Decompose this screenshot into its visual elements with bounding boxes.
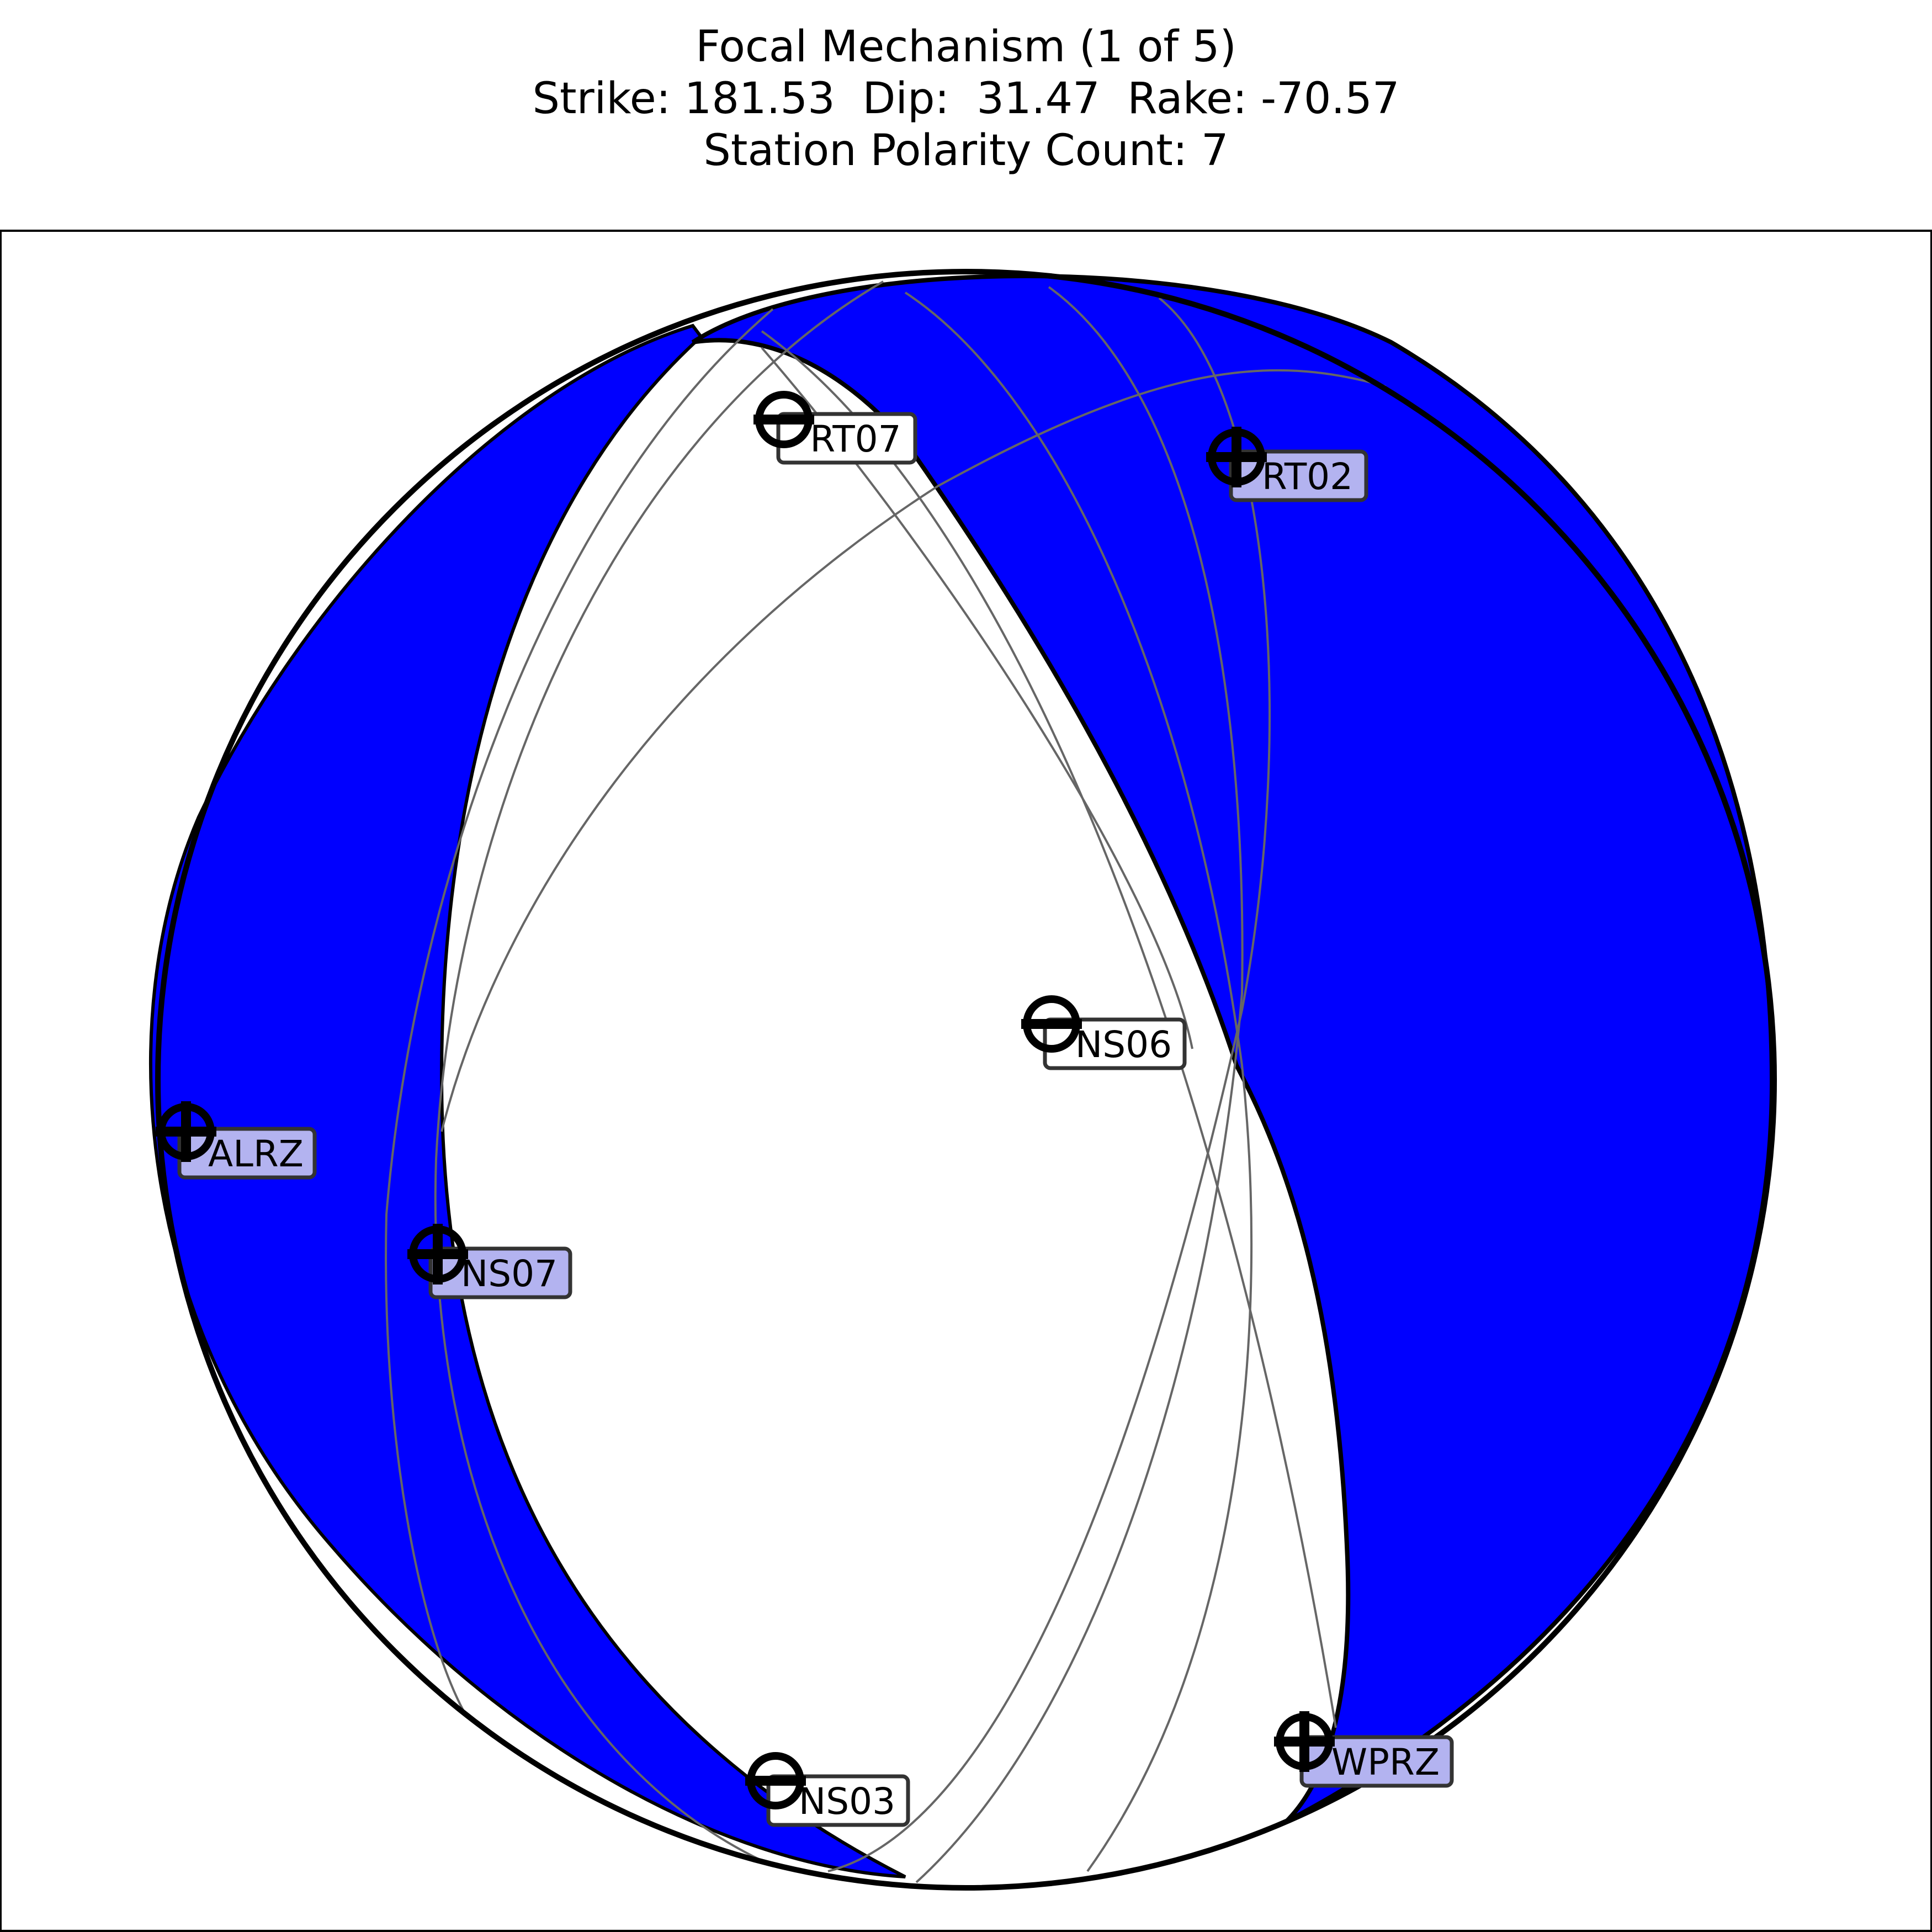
station-label-text: ALRZ	[208, 1133, 304, 1175]
title-line-parameters: Strike: 181.53 Dip: 31.47 Rake: -70.57	[532, 74, 1400, 124]
station-wprz: WPRZ	[1274, 1711, 1454, 1788]
station-label-text: RT07	[810, 418, 901, 460]
title-line-mechanism: Focal Mechanism (1 of 5)	[696, 22, 1236, 72]
station-label-text: WPRZ	[1331, 1741, 1440, 1784]
station-ns06: NS06	[1021, 995, 1187, 1070]
station-alrz: ALRZ	[156, 1101, 317, 1180]
station-label-text: NS06	[1075, 1023, 1172, 1066]
station-label-text: NS07	[461, 1252, 558, 1295]
station-label-text: RT02	[1262, 455, 1353, 498]
station-label-box	[1043, 1017, 1187, 1070]
alternate-nodal-planes	[385, 280, 1386, 1883]
station-ns07: NS07	[407, 1224, 572, 1299]
station-rt02: RT02	[1206, 427, 1368, 502]
compressional-lobe-west	[149, 323, 906, 1878]
title-line-polarity-count: Station Polarity Count: 7	[703, 126, 1229, 176]
station-markers: RT07 RT02 NS06 ALRZ NS07 NS03 WPRZ	[156, 391, 1454, 1827]
beachball	[149, 269, 1777, 1891]
figure-title: Focal Mechanism (1 of 5) Strike: 181.53 …	[0, 21, 1932, 177]
station-label-box	[1229, 449, 1368, 502]
station-rt07: RT07	[753, 391, 917, 465]
station-ns03: NS03	[745, 1752, 910, 1827]
station-label-text: NS03	[799, 1780, 895, 1823]
station-label-box	[776, 412, 917, 465]
focal-sphere-outline	[155, 269, 1777, 1891]
